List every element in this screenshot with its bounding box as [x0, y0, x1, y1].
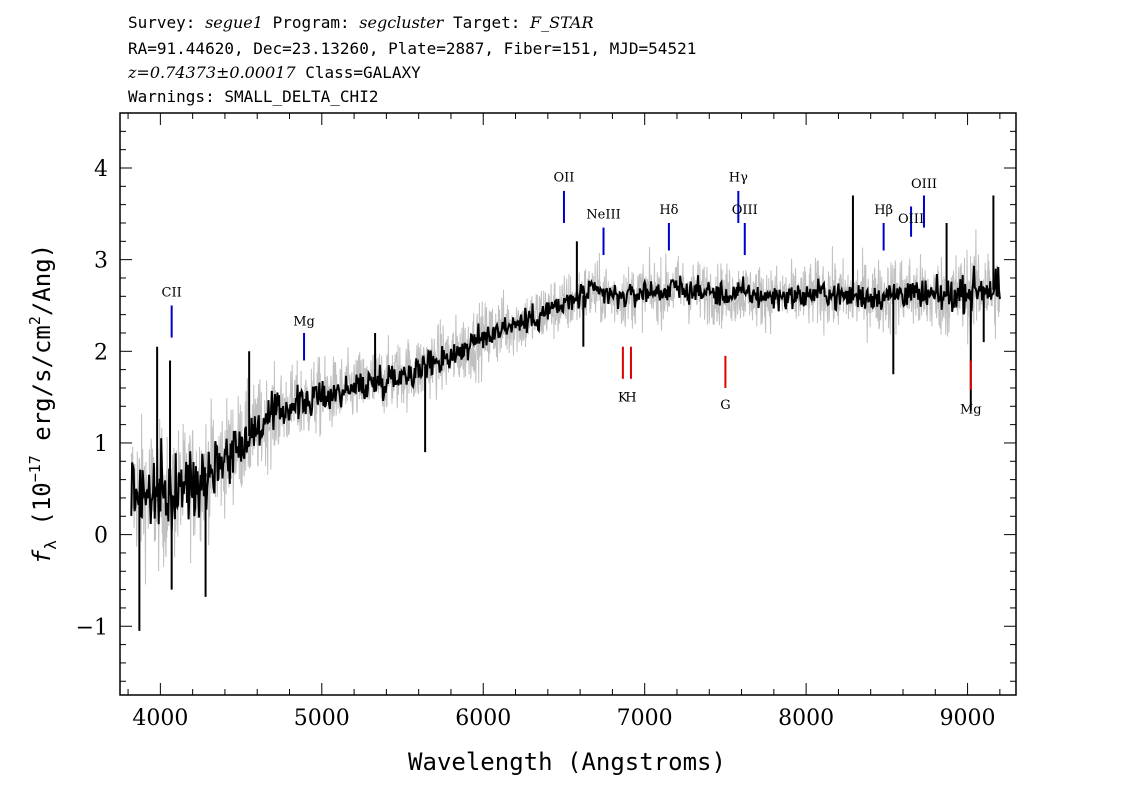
- emission-line-label: CII: [162, 285, 182, 300]
- header-line-1: Survey: segue1 Program: segcluster Targe…: [128, 13, 594, 32]
- smoothed-flux-series: [130, 195, 1001, 631]
- plot-area: CII Mg OII NeIII Hδ Hγ OIII Hβ OIII OIII KH G Mg: [130, 171, 1001, 631]
- ylabel-exp: 2: [26, 316, 44, 325]
- absorption-line-label: Mg: [960, 403, 982, 418]
- ylabel-pre: (10: [28, 482, 56, 540]
- header-fragment: F_STAR: [529, 13, 593, 32]
- absorption-line-label: K: [618, 391, 628, 406]
- x-tick-label: 7000: [617, 706, 673, 731]
- x-tick-label: 9000: [940, 706, 996, 731]
- x-tick-label: 5000: [294, 706, 350, 731]
- plot-frame: [119, 112, 1017, 696]
- emission-line-label: NeIII: [586, 207, 620, 222]
- header-line-3: z=0.74373±0.00017 Class=GALAXY: [127, 63, 421, 82]
- emission-line-label: Hβ: [874, 203, 893, 218]
- x-tick-label: 8000: [778, 706, 834, 731]
- y-tick-label: 3: [94, 249, 108, 274]
- ylabel-sub: λ: [41, 540, 60, 550]
- emission-line-label: Mg: [293, 315, 315, 330]
- absorption-line-label: G: [720, 398, 730, 413]
- ylabel-exp: −17: [26, 455, 44, 482]
- x-tick-label: 6000: [455, 706, 511, 731]
- ylabel-post: /Ang): [28, 244, 56, 316]
- header-line-2: RA=91.44620, Dec=23.13260, Plate=2887, F…: [128, 39, 696, 58]
- emission-line-label: Hδ: [659, 203, 678, 218]
- y-tick-label: 2: [94, 340, 108, 365]
- emission-line-label: OIII: [732, 203, 758, 218]
- y-tick-label: −1: [76, 615, 108, 640]
- emission-line-label: Hγ: [729, 171, 748, 186]
- plot-header: Survey: segue1 Program: segcluster Targe…: [127, 13, 696, 106]
- header-fragment: Program:: [263, 13, 359, 32]
- emission-line-label: OIII: [911, 177, 937, 192]
- raw-flux-line: [130, 229, 1001, 585]
- x-axis-label: Wavelength (Angstroms): [408, 748, 726, 776]
- header-fragment: z=0.74373±0.00017: [127, 63, 296, 82]
- axes: 4000 5000 6000 7000 8000 9000 −1 0 1 2 3 4: [76, 113, 1016, 731]
- ylabel-f: f: [28, 549, 56, 564]
- spectral-line-markers: CII Mg OII NeIII Hδ Hγ OIII Hβ OIII OIII KH G Mg: [162, 171, 982, 418]
- header-fragment: Class=GALAXY: [296, 63, 422, 82]
- raw-flux-series: [130, 229, 1001, 585]
- header-fragment: segue1: [205, 13, 263, 32]
- header-fragment: Target:: [443, 13, 530, 32]
- ylabel-mid: erg/s/cm: [28, 325, 56, 455]
- y-tick-label: 1: [94, 432, 108, 457]
- y-axis-label: fλ (10−17 erg/s/cm2/Ang): [26, 244, 60, 564]
- header-fragment: segcluster: [359, 13, 444, 32]
- emission-line-label: OII: [553, 171, 574, 186]
- header-fragment: Survey:: [128, 13, 205, 32]
- header-line-4: Warnings: SMALL_DELTA_CHI2: [128, 87, 378, 106]
- x-tick-label: 4000: [132, 706, 188, 731]
- emission-line-label: OIII: [898, 212, 924, 227]
- smoothed-flux-line: [130, 265, 1001, 530]
- y-tick-label: 0: [94, 524, 108, 549]
- absorption-line-label: H: [625, 391, 636, 406]
- y-tick-label: 4: [94, 157, 108, 182]
